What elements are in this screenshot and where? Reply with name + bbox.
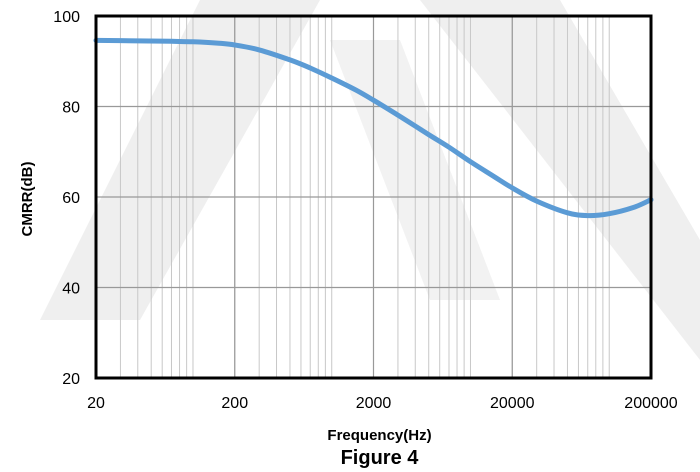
y-tick-label: 60 — [62, 190, 80, 207]
x-tick-label: 200 — [221, 395, 248, 412]
grid — [95, 15, 652, 379]
plot-frame — [94, 14, 653, 380]
y-axis-title: CMRR(dB) — [19, 162, 36, 237]
y-tick-label: 80 — [62, 100, 80, 117]
cmrr-series-line — [93, 37, 654, 219]
series-layer — [93, 37, 654, 219]
x-tick-label: 20000 — [490, 395, 535, 412]
y-tick-label: 100 — [53, 9, 80, 26]
x-tick-labels: 20 200 2000 20000 200000 — [87, 395, 678, 412]
y-tick-label: 40 — [62, 281, 80, 298]
watermark-shape — [420, 0, 700, 360]
y-tick-labels: 20 40 60 80 100 — [53, 9, 80, 388]
watermark — [40, 0, 700, 360]
x-tick-label: 200000 — [624, 395, 677, 412]
y-tick-label: 20 — [62, 371, 80, 388]
figure-caption: Figure 4 — [341, 447, 420, 469]
x-axis-title: Frequency(Hz) — [327, 427, 431, 444]
x-tick-label: 2000 — [356, 395, 392, 412]
x-tick-label: 20 — [87, 395, 105, 412]
